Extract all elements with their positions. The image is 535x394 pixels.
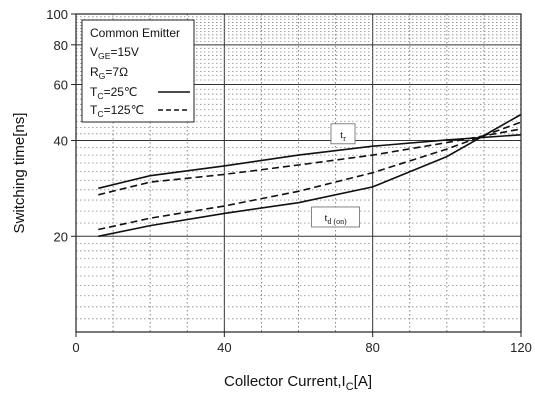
legend: Common Emitter VGE=15V RG=7Ω TC=25℃ TC=125℃ [81,19,195,123]
curve-labels: tr td (on) [311,123,360,228]
curve-label-box [330,123,356,145]
x-tick-label: 40 [217,340,231,355]
series-line-dashed [98,121,522,231]
legend-vge: VGE=15V [90,45,139,61]
x-tick-label: 0 [72,340,79,355]
curve-label-tr: tr [340,129,346,143]
series-line-solid [98,134,522,190]
series-line-solid [98,113,522,238]
y-tick-label: 80 [54,38,68,53]
curve-label-box [311,206,360,228]
legend-tc125: TC=125℃ [90,103,144,119]
y-tick-label: 40 [54,134,68,149]
curve-label-tdon: td (on) [324,212,347,226]
x-tick-label: 120 [510,340,532,355]
plot-frame [75,13,522,333]
series-line-dashed [98,128,522,196]
y-tick-label: 60 [54,78,68,93]
series-group [98,113,522,238]
y-axis-title: Switching time[ns] [11,113,28,234]
x-axis-title: Collector Current,IC[A] [224,373,372,393]
y-tick-label: 20 [54,229,68,244]
legend-title: Common Emitter [90,26,180,40]
x-tick-label: 80 [365,340,379,355]
legend-tc25: TC=25℃ [90,85,137,101]
tick-labels: 0 40 80 120 20 40 60 80 100 [46,7,532,355]
y-tick-label: 100 [46,7,68,22]
legend-box [81,19,195,123]
legend-rg: RG=7Ω [90,65,128,81]
